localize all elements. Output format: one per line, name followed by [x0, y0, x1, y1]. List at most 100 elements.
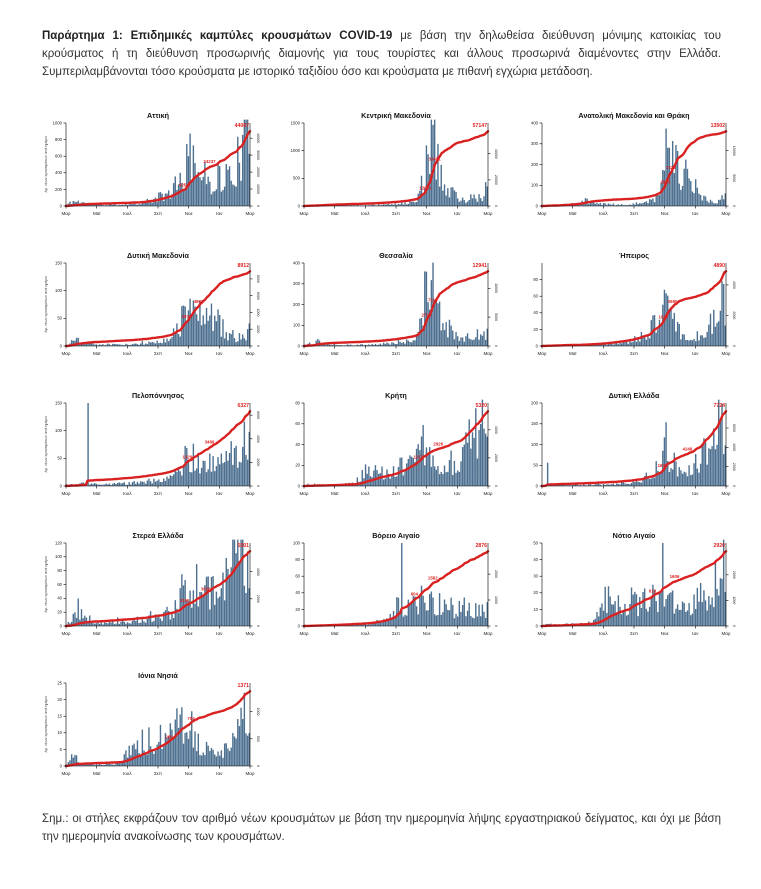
- svg-text:20: 20: [57, 697, 62, 702]
- svg-text:2000: 2000: [732, 312, 736, 320]
- svg-text:0: 0: [60, 764, 63, 769]
- svg-text:Κεντρική Μακεδονία: Κεντρική Μακεδονία: [361, 111, 431, 120]
- epi-chart-svg: Στερεά Ελλάδα 0 20 40 60 80 100 120 Μαρ Μαϊ Ιουλ Σε…: [44, 531, 260, 636]
- svg-text:Νοε: Νοε: [423, 491, 431, 496]
- svg-text:2835: 2835: [660, 180, 670, 185]
- svg-text:40: 40: [533, 311, 538, 316]
- svg-text:Ιαν: Ιαν: [216, 771, 223, 776]
- chart-notio-aigaio: Νότιο Αιγαίο 0 10 20 30 40 50 Μαρ Μαϊ Ιουλ Σεπ Νοε Ι…: [516, 530, 752, 644]
- svg-text:Νοε: Νοε: [185, 771, 193, 776]
- svg-text:24237: 24237: [203, 160, 216, 165]
- svg-text:80: 80: [533, 277, 538, 282]
- svg-text:Μαρ: Μαρ: [245, 351, 254, 356]
- svg-text:44067: 44067: [235, 123, 250, 129]
- svg-text:0: 0: [494, 205, 498, 207]
- svg-text:1027: 1027: [659, 315, 669, 320]
- svg-text:0: 0: [60, 484, 63, 489]
- chart-dytiki-ellada: Δυτική Ελλάδα 0 50 100 150 200 Μαρ Μαϊ Ιουλ Σεπ Νο…: [516, 390, 752, 504]
- svg-text:Νοε: Νοε: [661, 491, 669, 496]
- svg-text:80: 80: [295, 557, 300, 562]
- svg-text:200: 200: [55, 187, 63, 192]
- svg-text:Θεσσαλία: Θεσσαλία: [379, 251, 413, 260]
- epi-chart-svg: Πελοπόννησος 0 50 100 150 Μαρ Μαϊ Ιουλ Σεπ Νοε Ιαν…: [44, 391, 260, 496]
- svg-text:Μαϊ: Μαϊ: [93, 211, 101, 216]
- svg-text:10000: 10000: [256, 184, 260, 194]
- svg-text:800: 800: [55, 137, 63, 142]
- svg-text:6000: 6000: [256, 412, 260, 420]
- svg-text:120: 120: [55, 541, 63, 546]
- svg-text:Μαϊ: Μαϊ: [569, 491, 577, 496]
- svg-text:Νοε: Νοε: [423, 351, 431, 356]
- svg-text:25: 25: [57, 681, 62, 686]
- svg-text:57147: 57147: [473, 123, 488, 129]
- svg-text:80: 80: [295, 401, 300, 406]
- svg-text:1329: 1329: [183, 455, 193, 460]
- svg-text:4000: 4000: [732, 281, 736, 289]
- svg-text:Ιουλ: Ιουλ: [599, 211, 608, 216]
- svg-text:1155: 1155: [180, 599, 190, 604]
- svg-text:604: 604: [411, 592, 419, 597]
- svg-text:400: 400: [531, 121, 539, 126]
- svg-text:4000: 4000: [256, 568, 260, 576]
- svg-text:0: 0: [60, 624, 63, 629]
- svg-text:Ιουλ: Ιουλ: [123, 771, 132, 776]
- svg-text:0: 0: [494, 345, 498, 347]
- svg-text:Ιόνια Νησιά: Ιόνια Νησιά: [138, 671, 178, 680]
- svg-text:15: 15: [57, 714, 62, 719]
- svg-text:Νοε: Νοε: [661, 631, 669, 636]
- svg-text:10: 10: [533, 607, 538, 612]
- svg-text:10000: 10000: [732, 146, 736, 156]
- svg-text:6000: 6000: [256, 292, 260, 300]
- svg-text:Ιαν: Ιαν: [216, 211, 223, 216]
- chart-ionia-nisia: Ιόνια Νησιά 0 5 10 15 20 25 Μαρ Μαϊ Ιουλ Σεπ Νοε Ιαν…: [40, 670, 276, 784]
- svg-text:Ιουλ: Ιουλ: [599, 351, 608, 356]
- svg-text:4000: 4000: [256, 435, 260, 443]
- svg-text:0: 0: [732, 485, 736, 487]
- svg-text:288: 288: [165, 735, 173, 740]
- svg-text:0: 0: [256, 345, 260, 347]
- epi-chart-svg: Ιόνια Νησιά 0 5 10 15 20 25 Μαρ Μαϊ Ιουλ Σεπ Νοε Ιαν…: [44, 671, 260, 776]
- svg-text:2926: 2926: [433, 442, 443, 447]
- svg-text:Μαρ: Μαρ: [721, 351, 730, 356]
- svg-text:Αρ. νέων κρουσμάτων ανά ημέρα: Αρ. νέων κρουσμάτων ανά ημέρα: [44, 696, 48, 753]
- chart-attiki: Αττική 0 200 400 600 800 1000 Μαρ Μαϊ Ιουλ Σεπ Νοε Ι…: [40, 110, 276, 224]
- svg-text:Μαρ: Μαρ: [61, 771, 70, 776]
- svg-text:Σεπ: Σεπ: [392, 631, 400, 636]
- svg-text:1000: 1000: [494, 596, 498, 604]
- svg-text:500: 500: [256, 736, 260, 742]
- svg-text:Αρ. νέων κρουσμάτων ανά ημέρα: Αρ. νέων κρουσμάτων ανά ημέρα: [44, 416, 48, 473]
- svg-text:5501: 5501: [237, 543, 249, 549]
- svg-text:Μαρ: Μαρ: [299, 491, 308, 496]
- svg-text:60: 60: [295, 574, 300, 579]
- svg-text:Νοε: Νοε: [661, 351, 669, 356]
- svg-text:Στερεά Ελλάδα: Στερεά Ελλάδα: [133, 531, 185, 540]
- footnote-paragraph: Σημ.: οι στήλες εκφράζουν τον αριθμό νέω…: [42, 812, 721, 844]
- svg-text:0: 0: [256, 625, 260, 627]
- svg-text:200: 200: [293, 302, 301, 307]
- svg-text:2920: 2920: [713, 543, 725, 549]
- svg-text:0: 0: [60, 344, 63, 349]
- svg-text:4902: 4902: [194, 299, 204, 304]
- svg-text:Ιαν: Ιαν: [692, 491, 699, 496]
- chart-kriti: Κρήτη 0 20 40 60 80 Μαρ Μαϊ Ιουλ Σεπ Νοε Ιαν Μαρ 0 200…: [278, 390, 514, 504]
- svg-text:Μαρ: Μαρ: [245, 771, 254, 776]
- svg-text:Μαϊ: Μαϊ: [331, 351, 339, 356]
- svg-text:1000: 1000: [256, 708, 260, 716]
- svg-text:Μαϊ: Μαϊ: [569, 211, 577, 216]
- svg-text:0: 0: [536, 624, 539, 629]
- svg-text:80: 80: [57, 569, 62, 574]
- svg-text:Μαρ: Μαρ: [299, 351, 308, 356]
- svg-text:100: 100: [55, 429, 63, 434]
- svg-text:Μαρ: Μαρ: [245, 211, 254, 216]
- appendix-paragraph: Παράρτημα 1: Επιδημικές καμπύλες κρουσμά…: [0, 12, 761, 81]
- svg-text:Μαρ: Μαρ: [299, 631, 308, 636]
- svg-text:100: 100: [293, 541, 301, 546]
- svg-text:Μαϊ: Μαϊ: [331, 211, 339, 216]
- svg-text:4000: 4000: [494, 426, 498, 434]
- svg-text:60: 60: [295, 422, 300, 427]
- svg-text:613: 613: [649, 589, 657, 594]
- svg-text:0: 0: [60, 204, 63, 209]
- svg-text:20000: 20000: [494, 175, 498, 185]
- svg-text:6000: 6000: [732, 424, 736, 432]
- svg-text:100: 100: [531, 442, 539, 447]
